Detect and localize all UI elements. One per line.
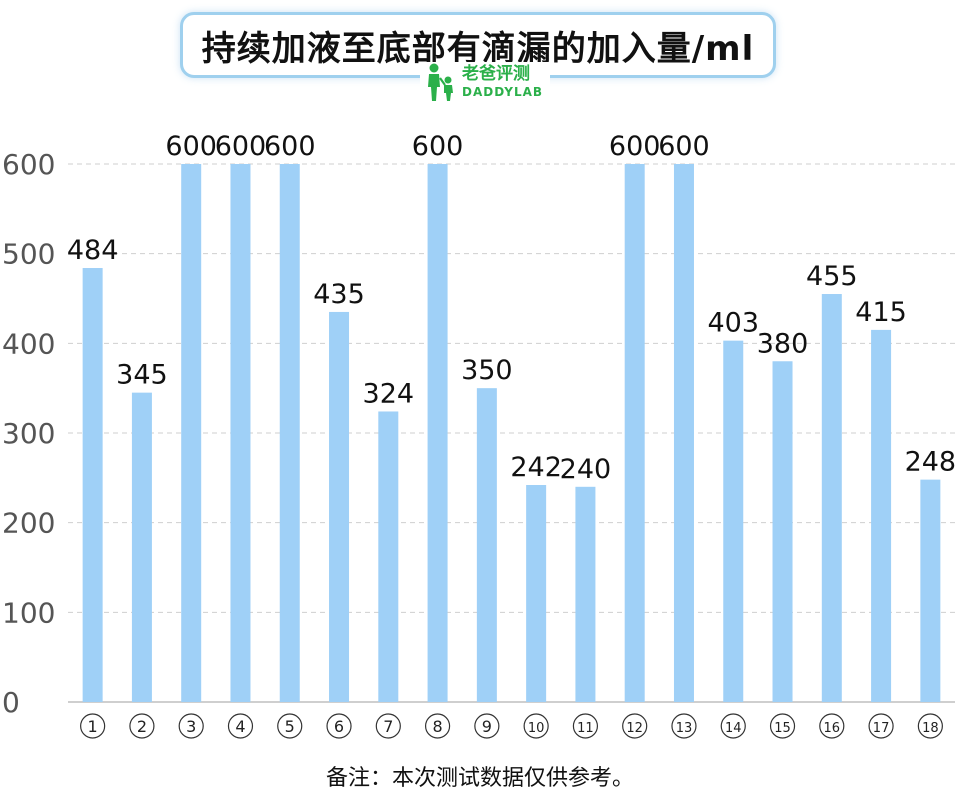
bar [378, 411, 399, 702]
x-tick-label: 5 [285, 717, 295, 736]
y-tick-label: 200 [2, 507, 55, 540]
x-tick-circle [227, 713, 254, 739]
daddylab-logo: 老爸评测 DADDYLAB [420, 62, 550, 102]
x-tick-label: 9 [482, 717, 492, 736]
bar [131, 392, 152, 702]
x-tick-label: 16 [824, 721, 841, 736]
x-tick-circle [80, 713, 106, 739]
bar [526, 485, 547, 702]
data-label: 345 [116, 360, 168, 391]
footnote: 备注：本次测试数据仅供参考。 [325, 766, 634, 791]
x-tick-label: 2 [137, 717, 147, 736]
data-label: 415 [855, 297, 907, 328]
data-label: 248 [905, 447, 957, 478]
y-tick-label: 600 [2, 148, 55, 181]
bar [772, 361, 793, 702]
x-tick-circle [277, 713, 303, 739]
bar [624, 164, 645, 702]
y-tick-label: 500 [2, 238, 55, 271]
data-label: 380 [757, 328, 809, 359]
bar [181, 164, 202, 702]
bar [920, 479, 941, 702]
x-tick-label: 8 [432, 717, 442, 736]
x-tick-circle [129, 713, 155, 739]
bar [82, 268, 103, 702]
logo-name-cn: 老爸评测 [462, 64, 530, 84]
bar [476, 388, 497, 702]
logo-name-en: DADDYLAB [462, 85, 544, 99]
data-label: 600 [658, 131, 710, 162]
x-tick-label: 13 [676, 721, 693, 736]
data-label: 240 [560, 454, 612, 485]
x-tick-label: 3 [186, 717, 196, 736]
x-tick-label: 17 [873, 721, 890, 736]
bar [427, 164, 448, 702]
bar [575, 486, 596, 702]
x-tick-circle [622, 713, 648, 739]
bar [673, 164, 694, 702]
x-tick-circle [424, 713, 451, 739]
bar [329, 311, 350, 702]
data-label: 403 [707, 308, 759, 339]
x-tick-circle [523, 713, 549, 739]
bar [723, 340, 744, 702]
y-tick-label: 0 [2, 686, 20, 719]
data-label: 600 [609, 131, 661, 162]
x-tick-circle [474, 713, 500, 739]
data-label: 600 [215, 131, 267, 162]
data-label: 242 [510, 452, 562, 483]
x-tick-label: 15 [774, 721, 791, 736]
x-tick-label: 6 [334, 717, 344, 736]
data-label: 600 [264, 131, 316, 162]
bar [871, 329, 892, 702]
x-tick-circle [178, 713, 204, 739]
x-tick-circle [720, 713, 746, 739]
parent-child-icon [428, 63, 453, 101]
x-tick-circle [769, 713, 796, 739]
y-tick-label: 100 [2, 596, 55, 629]
x-tick-circle [819, 713, 845, 739]
bar [279, 164, 300, 702]
data-label: 350 [461, 355, 513, 386]
x-tick-circle [868, 713, 894, 739]
data-label: 324 [363, 378, 415, 409]
x-tick-label: 1 [88, 717, 98, 736]
x-tick-label: 18 [922, 721, 939, 736]
y-tick-label: 300 [2, 417, 55, 450]
x-tick-circle [671, 713, 697, 739]
y-tick-label: 400 [2, 327, 55, 360]
data-label: 600 [165, 131, 217, 162]
x-tick-label: 4 [235, 717, 245, 736]
bar [821, 294, 842, 702]
x-tick-circle [917, 713, 943, 739]
data-label: 600 [412, 131, 464, 162]
x-tick-label: 12 [626, 721, 643, 736]
chart-title: 持续加液至底部有滴漏的加入量/ml [201, 28, 755, 69]
x-tick-circle [326, 713, 352, 739]
data-label: 455 [806, 261, 858, 292]
x-tick-label: 7 [383, 717, 393, 736]
x-tick-circle [572, 713, 599, 739]
x-tick-circle [375, 713, 401, 739]
data-label: 435 [313, 279, 365, 310]
x-tick-label: 10 [528, 721, 545, 736]
x-tick-label: 14 [725, 721, 742, 736]
bar [230, 164, 251, 702]
data-label: 484 [67, 235, 119, 266]
x-tick-label: 11 [577, 721, 594, 736]
